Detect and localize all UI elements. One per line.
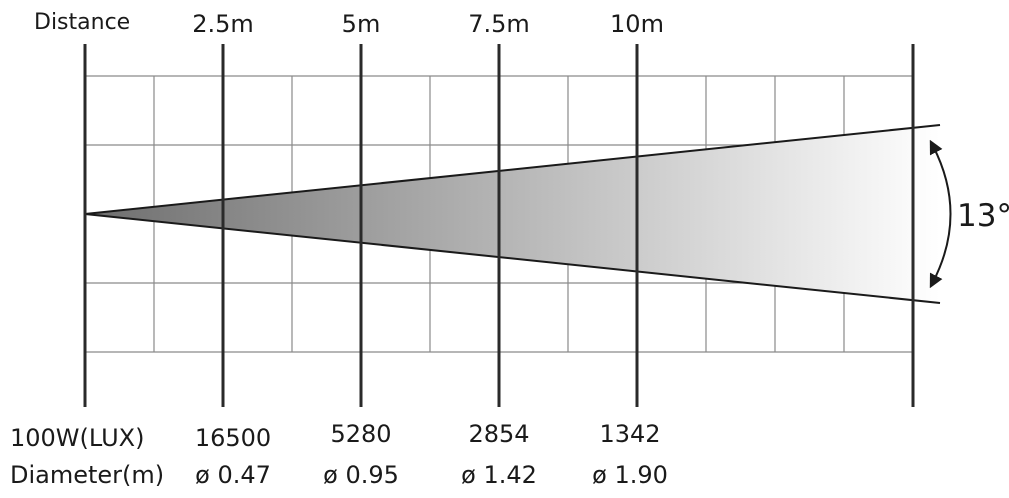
lux-value: 1342 bbox=[599, 420, 660, 448]
diameter-row-label: Diameter(m) bbox=[10, 461, 164, 489]
lux-row-label: 100W(LUX) bbox=[10, 424, 144, 452]
lux-value: 2854 bbox=[468, 420, 529, 448]
diameter-value: ø 1.90 bbox=[592, 461, 668, 489]
distance-label: 7.5m bbox=[468, 10, 530, 38]
diameter-value: ø 1.42 bbox=[461, 461, 537, 489]
lux-value: 16500 bbox=[195, 424, 271, 452]
lux-value: 5280 bbox=[330, 420, 391, 448]
diameter-value: ø 0.47 bbox=[195, 461, 271, 489]
distance-header-label: Distance bbox=[34, 10, 130, 35]
beam-upper-edge bbox=[84, 124, 941, 215]
beam-angle-label: 13° bbox=[957, 198, 1009, 234]
distance-label: 10m bbox=[610, 10, 664, 38]
beam-lower-edge bbox=[84, 213, 941, 304]
angle-arc-arrow bbox=[929, 139, 952, 289]
distance-markers bbox=[83, 44, 915, 407]
distance-label: 5m bbox=[342, 10, 381, 38]
diameter-value: ø 0.95 bbox=[323, 461, 399, 489]
light-beam-cone bbox=[85, 125, 940, 303]
distance-label: 2.5m bbox=[192, 10, 254, 38]
